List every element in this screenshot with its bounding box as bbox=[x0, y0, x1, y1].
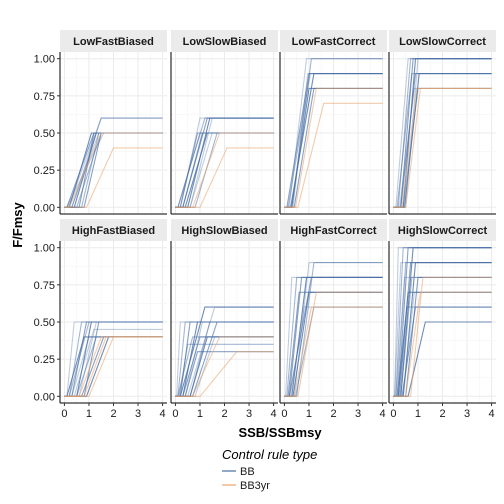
panel-LowSlowBiased: LowSlowBiased bbox=[170, 30, 278, 215]
facet-label: HighSlowBiased bbox=[181, 225, 267, 237]
series-line-BB3yr bbox=[64, 336, 163, 397]
x-tick-label: 3 bbox=[355, 408, 361, 420]
series-line-BB3yr bbox=[393, 291, 492, 397]
facet-strip bbox=[171, 219, 278, 241]
series-line-BB3yr bbox=[284, 102, 383, 208]
x-tick-label: 1 bbox=[415, 408, 421, 420]
x-tick-label: 1 bbox=[197, 408, 203, 420]
x-tick-label: 1 bbox=[86, 408, 92, 420]
facet-strip bbox=[171, 30, 278, 52]
panel-HighFastCorrect: HighFastCorrect 0 1 2 3 4 bbox=[279, 219, 387, 420]
series-line-BB3yr bbox=[284, 306, 383, 397]
legend-title: Control rule type bbox=[222, 447, 317, 462]
x-tick-label: 2 bbox=[221, 408, 227, 420]
x-tick-label: 3 bbox=[246, 408, 252, 420]
series-line-BB3yr bbox=[393, 87, 492, 208]
panel-LowFastBiased: LowFastBiased 0.00 0.25 0.50 0.75 1.00 bbox=[34, 30, 167, 215]
y-tick-label: 1.00 bbox=[34, 243, 55, 255]
gridlines bbox=[280, 52, 387, 214]
panel-LowSlowCorrect: LowSlowCorrect bbox=[388, 30, 496, 215]
x-tick-label: 2 bbox=[439, 408, 445, 420]
x-tick-label: 0 bbox=[281, 408, 287, 420]
y-tick-label: 0.00 bbox=[34, 202, 55, 214]
series-line-BB3yr bbox=[175, 147, 274, 208]
series-line-BB3yr bbox=[175, 336, 274, 397]
facet-strip bbox=[389, 219, 496, 241]
panel-HighSlowBiased: HighSlowBiased 0 1 2 3 4 bbox=[170, 219, 278, 420]
series-lines bbox=[64, 321, 163, 397]
x-tick-label: 1 bbox=[306, 408, 312, 420]
series-lines bbox=[393, 58, 492, 208]
facet-strip bbox=[60, 30, 167, 52]
facet-label: HighSlowCorrect bbox=[398, 225, 488, 237]
x-tick-label: 4 bbox=[489, 408, 495, 420]
x-tick-label: 3 bbox=[464, 408, 470, 420]
series-lines bbox=[175, 306, 274, 397]
series-lines bbox=[284, 58, 383, 208]
x-tick-label: 4 bbox=[160, 408, 166, 420]
y-tick-label: 0.75 bbox=[34, 91, 55, 103]
series-lines bbox=[64, 117, 163, 208]
facet-label: HighFastBiased bbox=[72, 225, 155, 237]
panel-HighFastBiased: HighFastBiased 0.00 0.25 0.50 0.75 1.00 0 1 2 3 4 bbox=[34, 219, 167, 420]
panel-LowFastCorrect: LowFastCorrect bbox=[279, 30, 387, 215]
facet-label: LowFastBiased bbox=[73, 36, 154, 48]
y-tick-label: 0.00 bbox=[34, 391, 55, 403]
panels-layer: LowFastBiased 0.00 0.25 0.50 0.75 1.00 LowSlow… bbox=[34, 30, 496, 420]
facet-strip bbox=[60, 219, 167, 241]
x-tick-label: 3 bbox=[135, 408, 141, 420]
series-line-BB3yr bbox=[64, 147, 163, 208]
series-line-BB3yr bbox=[64, 132, 163, 208]
y-tick-label: 0.25 bbox=[34, 354, 55, 366]
facet-label: HighFastCorrect bbox=[290, 225, 377, 237]
x-tick-label: 0 bbox=[172, 408, 178, 420]
series-lines bbox=[175, 117, 274, 208]
y-tick-label: 0.75 bbox=[34, 280, 55, 292]
y-tick-label: 0.50 bbox=[34, 128, 55, 140]
series-lines bbox=[393, 247, 492, 397]
y-tick-label: 0.50 bbox=[34, 317, 55, 329]
legend-label-BB: BB bbox=[240, 466, 255, 478]
x-tick-label: 4 bbox=[380, 408, 386, 420]
series-lines bbox=[284, 262, 383, 397]
x-axis-title: SSB/SSBmsy bbox=[238, 425, 322, 440]
y-tick-label: 0.25 bbox=[34, 165, 55, 177]
facet-label: LowSlowCorrect bbox=[399, 36, 486, 48]
facet-label: LowSlowBiased bbox=[183, 36, 267, 48]
legend: BB BB3yr bbox=[222, 466, 270, 492]
facet-label: LowFastCorrect bbox=[292, 36, 376, 48]
x-tick-label: 0 bbox=[61, 408, 67, 420]
x-tick-label: 4 bbox=[271, 408, 277, 420]
legend-label-BB3yr: BB3yr bbox=[240, 480, 270, 492]
x-tick-label: 2 bbox=[110, 408, 116, 420]
y-axis-title: F/Fmsy bbox=[10, 201, 25, 247]
panel-HighSlowCorrect: HighSlowCorrect 0 1 2 3 4 bbox=[388, 219, 496, 420]
x-tick-label: 2 bbox=[330, 408, 336, 420]
facet-strip bbox=[389, 30, 496, 52]
facet-strip bbox=[280, 219, 387, 241]
y-tick-label: 1.00 bbox=[34, 54, 55, 66]
x-tick-label: 0 bbox=[390, 408, 396, 420]
facet-strip bbox=[280, 30, 387, 52]
